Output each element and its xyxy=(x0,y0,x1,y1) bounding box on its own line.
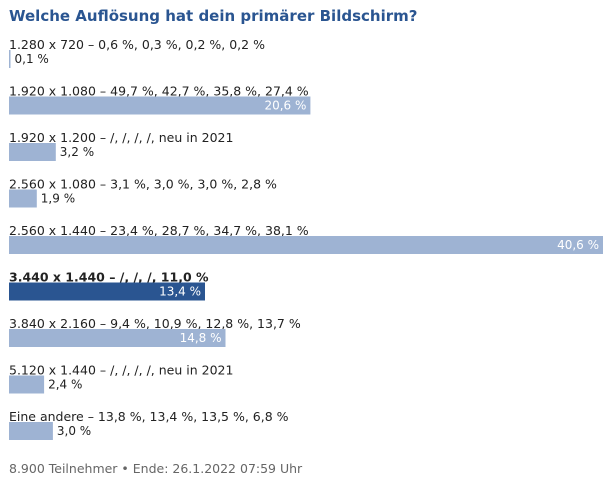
option-value-label: 13,4 % xyxy=(159,285,201,299)
poll-option: 2.560 x 1.080 – 3,1 %, 3,0 %, 3,0 %, 2,8… xyxy=(9,177,277,208)
poll-option: Eine andere – 13,8 %, 13,4 %, 13,5 %, 6,… xyxy=(9,409,289,440)
poll-option: 5.120 x 1.440 – /, /, /, /, neu in 20212… xyxy=(9,363,233,394)
option-bar xyxy=(9,329,226,347)
option-bar xyxy=(9,236,603,254)
poll-option: 1.920 x 1.080 – 49,7 %, 42,7 %, 35,8 %, … xyxy=(9,84,311,115)
option-bar xyxy=(9,422,53,440)
poll-footer: 8.900 Teilnehmer • Ende: 26.1.2022 07:59… xyxy=(9,461,303,476)
option-bar xyxy=(9,50,11,68)
option-bar xyxy=(9,143,56,161)
poll-option: 2.560 x 1.440 – 23,4 %, 28,7 %, 34,7 %, … xyxy=(9,223,603,254)
option-label: 1.280 x 720 – 0,6 %, 0,3 %, 0,2 %, 0,2 % xyxy=(9,37,265,52)
option-label: 1.920 x 1.080 – 49,7 %, 42,7 %, 35,8 %, … xyxy=(9,84,309,99)
option-label: 1.920 x 1.200 – /, /, /, /, neu in 2021 xyxy=(9,130,233,145)
option-label: 5.120 x 1.440 – /, /, /, /, neu in 2021 xyxy=(9,363,233,378)
option-bar xyxy=(9,96,311,115)
option-bar xyxy=(9,189,37,208)
option-label: Eine andere – 13,8 %, 13,4 %, 13,5 %, 6,… xyxy=(9,409,289,424)
option-label: 2.560 x 1.440 – 23,4 %, 28,7 %, 34,7 %, … xyxy=(9,223,309,238)
option-value-label: 2,4 % xyxy=(48,378,82,392)
option-bar xyxy=(9,282,205,301)
option-value-label: 20,6 % xyxy=(264,99,306,113)
option-bar xyxy=(9,375,45,394)
option-value-label: 40,6 % xyxy=(557,238,599,252)
option-label: 3.840 x 2.160 – 9,4 %, 10,9 %, 12,8 %, 1… xyxy=(9,316,301,331)
option-value-label: 0,1 % xyxy=(15,52,49,66)
poll-option: 3.840 x 2.160 – 9,4 %, 10,9 %, 12,8 %, 1… xyxy=(9,316,301,347)
option-value-label: 1,9 % xyxy=(41,192,75,206)
option-label: 3.440 x 1.440 – /, /, /, 11,0 % xyxy=(9,270,209,285)
poll-option: 1.280 x 720 – 0,6 %, 0,3 %, 0,2 %, 0,2 %… xyxy=(9,37,265,68)
option-value-label: 14,8 % xyxy=(180,331,222,345)
option-label: 2.560 x 1.080 – 3,1 %, 3,0 %, 3,0 %, 2,8… xyxy=(9,177,277,192)
poll-option: 1.920 x 1.200 – /, /, /, /, neu in 20213… xyxy=(9,130,233,161)
poll-option: 3.440 x 1.440 – /, /, /, 11,0 %13,4 % xyxy=(9,270,209,301)
option-value-label: 3,0 % xyxy=(57,424,91,438)
chart-title: Welche Auflösung hat dein primärer Bilds… xyxy=(9,7,418,25)
option-value-label: 3,2 % xyxy=(60,145,94,159)
